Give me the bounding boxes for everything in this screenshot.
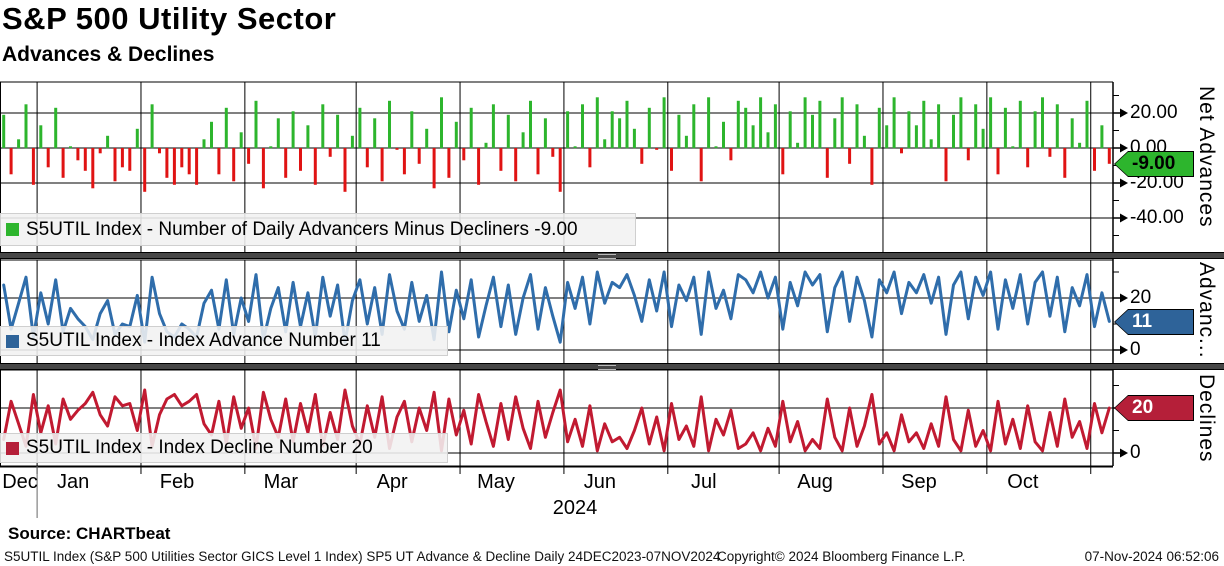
legend-declines: S5UTIL Index - Index Decline Number 20: [0, 433, 448, 463]
x-axis-month-label: Jan: [56, 471, 90, 493]
divider-grip-icon[interactable]: [598, 254, 616, 259]
last-value-advances: 11: [1132, 311, 1153, 332]
y-axis-tick-label: 20: [1130, 287, 1152, 308]
panel-divider[interactable]: [0, 363, 1224, 370]
divider-grip-icon[interactable]: [598, 365, 616, 370]
y-axis-tick-label: -40.00: [1130, 207, 1184, 228]
x-axis-month-label: Aug: [797, 471, 833, 493]
legend-advances: S5UTIL Index - Index Advance Number 11: [0, 326, 448, 356]
y-axis-tick-label: -20.00: [1130, 172, 1184, 193]
x-axis-month-label: Dec: [2, 471, 38, 493]
legend-advances-label: S5UTIL Index - Index Advance Number 11: [26, 330, 381, 351]
value-tag-fill: [1115, 152, 1193, 176]
last-value-tag-declines: 20: [1114, 395, 1194, 421]
page-title: S&P 500 Utility Sector: [2, 1, 337, 36]
panel-divider[interactable]: [0, 252, 1224, 259]
last-value-tag-net-advances: -9.00: [1114, 151, 1194, 177]
legend-net-advances-label: S5UTIL Index - Number of Daily Advancers…: [26, 218, 578, 240]
panel-axis-title-advances: Advanc...: [1195, 262, 1218, 359]
panel-axis-title-net-advances: Net Advances: [1195, 86, 1218, 228]
value-tag-fill: [1115, 310, 1193, 334]
panel-axis-title-declines: Declines: [1195, 374, 1218, 463]
x-axis-month-label: Apr: [376, 471, 408, 493]
x-axis-month-label: Sep: [901, 471, 937, 493]
x-axis-month-label: Mar: [263, 471, 299, 493]
disclaimer-text: S5UTIL Index (S&P 500 Utilities Sector G…: [4, 549, 721, 564]
source-label: Source: CHARTbeat: [8, 524, 171, 543]
value-tag-fill: [1115, 396, 1193, 420]
x-axis-month-label: Oct: [1007, 471, 1039, 493]
last-value-net-advances: -9.00: [1132, 153, 1176, 174]
y-axis-tick-label: 20.00: [1130, 102, 1178, 123]
legend-swatch-red-icon: [6, 441, 19, 455]
last-value-tag-advances: 11: [1114, 309, 1194, 335]
last-value-declines: 20: [1132, 397, 1154, 418]
legend-declines-label: S5UTIL Index - Index Decline Number 20: [26, 437, 373, 458]
legend-swatch-green-icon: [6, 223, 19, 236]
legend-net-advances: S5UTIL Index - Number of Daily Advancers…: [0, 213, 636, 246]
y-axis-tick-label: 0: [1130, 339, 1141, 360]
x-axis-month-label: Jul: [691, 471, 717, 493]
x-axis-month-label: Feb: [159, 471, 195, 493]
x-axis-month-label: May: [477, 471, 515, 493]
x-axis-year-label: 2024: [552, 497, 598, 519]
page-subtitle: Advances & Declines: [2, 43, 215, 66]
timestamp-text: 07-Nov-2024 06:52:06: [1084, 549, 1219, 564]
copyright-text: Copyright© 2024 Bloomberg Finance L.P.: [717, 549, 966, 564]
y-axis-tick-label: 0: [1130, 442, 1141, 463]
x-axis-month-label: Jun: [583, 471, 617, 493]
legend-swatch-blue-icon: [6, 334, 19, 348]
